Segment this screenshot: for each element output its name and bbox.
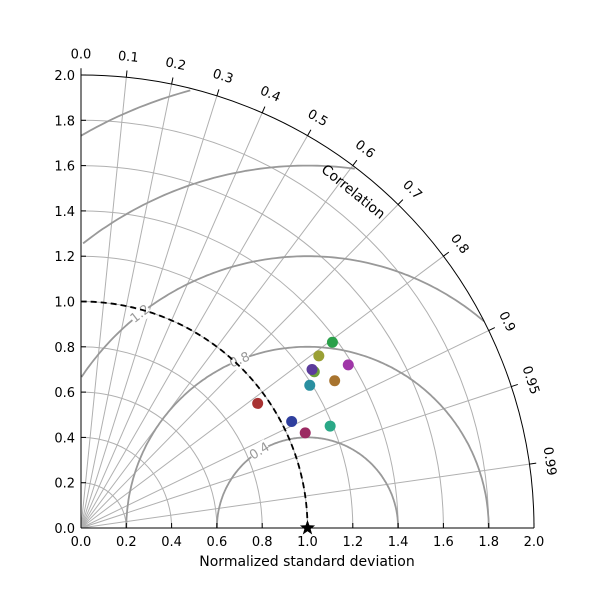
- rms-label-bg: [246, 439, 273, 464]
- y-tick-label: 0.4: [54, 431, 75, 446]
- correlation-spoke: [80, 165, 354, 529]
- correlation-tick-label: 0.5: [305, 107, 330, 130]
- x-tick-label: 1.2: [342, 535, 363, 550]
- x-tick-label: 0.6: [207, 535, 228, 550]
- y-tick-label: 0.2: [54, 477, 75, 492]
- reference-std-arc: [80, 300, 309, 529]
- y-tick-label: 1.0: [54, 296, 75, 311]
- y-tick-label: 0.6: [54, 386, 75, 401]
- y-tick-label: 1.4: [54, 205, 75, 220]
- y-tick-label: 1.6: [54, 160, 75, 175]
- std-grid-arc: [80, 391, 218, 529]
- correlation-tick-label: 0.7: [399, 178, 424, 203]
- y-tick-label: 0.8: [54, 341, 75, 356]
- correlation-tick-mark: [307, 129, 312, 136]
- y-tick-label: 2.0: [54, 69, 75, 84]
- correlation-tick-label: 0.99: [540, 446, 559, 477]
- rms-contour-label: 0.8: [227, 350, 252, 372]
- data-point: [252, 397, 264, 409]
- axes-frame: [80, 74, 535, 529]
- rms-contour: [82, 164, 355, 245]
- correlation-spoke: [80, 135, 308, 529]
- correlation-tick-label: 0.2: [164, 55, 187, 74]
- rms-contour-label: 0.4: [247, 440, 272, 464]
- correlation-tick-mark: [511, 383, 518, 388]
- rms-label-bg: [127, 301, 153, 327]
- x-tick-label: 1.4: [388, 535, 409, 550]
- correlation-tick-mark: [171, 77, 174, 85]
- rms-contour: [80, 89, 191, 137]
- data-point: [342, 359, 354, 371]
- x-tick-label: 2.0: [524, 535, 545, 550]
- y-tick-label: 0.0: [54, 522, 75, 537]
- correlation-tick-label: 0.4: [258, 84, 283, 106]
- x-tick-label: 0.8: [252, 535, 273, 550]
- correlation-tick-label: 0.0: [71, 48, 92, 63]
- rms-contour-label: 1.2: [128, 302, 154, 327]
- data-point: [286, 416, 298, 428]
- reference-star: [299, 520, 316, 535]
- correlation-tick-label: 0.3: [211, 67, 235, 88]
- x-tick-label: 0.0: [71, 535, 92, 550]
- data-point: [299, 427, 311, 439]
- x-axis-label: Normalized standard deviation: [199, 554, 414, 570]
- grid-layer: [80, 77, 530, 529]
- outer-arc: [80, 74, 535, 529]
- correlation-tick-mark: [216, 89, 220, 97]
- correlation-axis-label: Correlation: [318, 162, 388, 223]
- correlation-tick-mark: [529, 462, 537, 465]
- std-grid-arc: [80, 165, 444, 529]
- correlation-tick-label: 0.95: [519, 364, 542, 396]
- rms-contour: [80, 255, 485, 378]
- correlation-tick-mark: [443, 251, 450, 257]
- correlation-tick-mark: [352, 159, 358, 166]
- correlation-tick-label: 0.9: [495, 309, 518, 334]
- x-tick-label: 1.6: [433, 535, 454, 550]
- data-point: [313, 350, 325, 362]
- rms-contour: [125, 345, 490, 528]
- y-tick-label: 1.8: [54, 114, 75, 129]
- data-points: [252, 336, 354, 535]
- data-point: [329, 375, 341, 387]
- data-point: [306, 363, 318, 375]
- data-point: [326, 336, 338, 348]
- data-point: [324, 420, 336, 432]
- correlation-tick-label: 0.8: [447, 231, 471, 257]
- correlation-tick-mark: [488, 327, 496, 331]
- correlation-tick-mark: [397, 199, 404, 205]
- data-point: [304, 379, 316, 391]
- correlation-tick-mark: [125, 70, 128, 78]
- x-tick-label: 0.4: [161, 535, 182, 550]
- correlation-tick-mark: [261, 106, 266, 114]
- rms-label-bg: [227, 348, 252, 372]
- correlation-tick-label: 0.6: [352, 137, 378, 161]
- x-tick-label: 0.2: [116, 535, 137, 550]
- x-tick-label: 1.8: [478, 535, 499, 550]
- std-grid-arc: [80, 255, 354, 529]
- std-grid-arc: [80, 210, 399, 529]
- std-grid-arc: [80, 119, 490, 529]
- correlation-tick-label: 0.1: [117, 49, 139, 66]
- std-grid-arc: [80, 346, 263, 529]
- y-tick-label: 1.2: [54, 250, 75, 265]
- x-tick-label: 1.0: [297, 535, 318, 550]
